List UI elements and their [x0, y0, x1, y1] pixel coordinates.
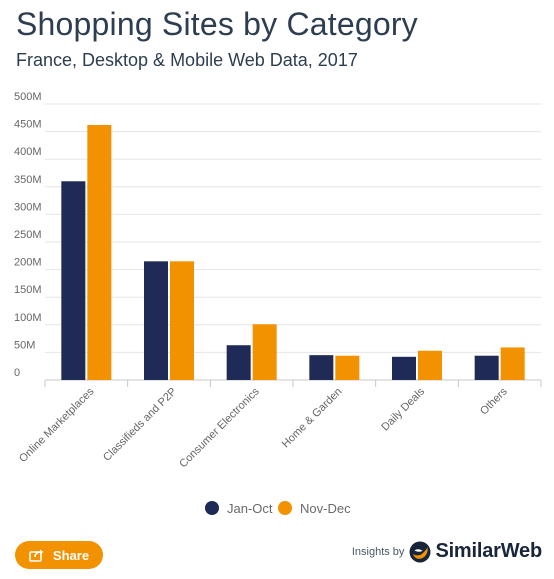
bar-home-garden-nov-dec	[335, 355, 360, 380]
share-button[interactable]: Share	[15, 541, 103, 569]
y-tick-label: 350M	[14, 174, 42, 186]
chart-legend: Jan-Oct Nov-Dec	[0, 497, 554, 519]
chart-subtitle: France, Desktop & Mobile Web Data, 2017	[16, 50, 358, 70]
y-tick-label: 500M	[14, 91, 42, 103]
legend-label-nov-dec: Nov-Dec	[300, 500, 351, 516]
legend-marker-nov-dec	[278, 501, 292, 515]
legend-item-nov-dec[interactable]: Nov-Dec	[278, 497, 351, 519]
share-label: Share	[52, 547, 90, 563]
bar-home-garden-jan-oct	[309, 355, 334, 380]
y-tick-label: 450M	[14, 119, 42, 131]
bar-consumer-electronics-nov-dec	[252, 324, 277, 380]
similarweb-logo-icon[interactable]	[409, 541, 431, 563]
legend-marker-jan-oct	[205, 501, 219, 515]
bar-others-nov-dec	[500, 347, 525, 380]
x-tick-label: Online Marketplaces	[17, 385, 97, 465]
legend-item-jan-oct[interactable]: Jan-Oct	[205, 497, 273, 519]
bar-daily-deals-nov-dec	[418, 350, 442, 380]
share-icon	[29, 549, 44, 562]
y-tick-label: 150M	[14, 284, 42, 296]
y-tick-label: 50M	[14, 339, 35, 351]
bar-consumer-electronics-jan-oct	[226, 345, 251, 380]
y-tick-label: 400M	[14, 146, 42, 158]
bar-online-marketplaces-jan-oct	[61, 181, 86, 380]
similarweb-wordmark[interactable]: SimilarWeb	[435, 540, 542, 562]
bar-daily-deals-jan-oct	[392, 356, 416, 380]
bar-online-marketplaces-nov-dec	[87, 124, 112, 380]
y-tick-label: 0	[14, 367, 20, 379]
y-tick-label: 200M	[14, 257, 42, 269]
x-tick-label: Consumer Electronics	[177, 385, 262, 470]
x-tick-label: Classifieds and P2P	[101, 386, 179, 464]
attribution: Insights by SimilarWeb	[352, 540, 542, 563]
bar-classifieds-and-p2p-jan-oct	[144, 261, 168, 380]
y-tick-label: 250M	[14, 229, 42, 241]
chart-title: Shopping Sites by Category	[16, 6, 418, 42]
y-tick-label: 300M	[14, 201, 42, 213]
bar-chart: 0 50M 100M 150M 200M 250M 300M 350M 400M 450M 500M…	[14, 91, 542, 470]
y-tick-label: 100M	[14, 312, 42, 324]
bar-others-jan-oct	[474, 355, 499, 380]
attribution-prefix: Insights by	[351, 545, 405, 558]
x-tick-label: Others	[478, 385, 510, 417]
bar-classifieds-and-p2p-nov-dec	[170, 261, 194, 380]
x-tick-label: Daily Deals	[379, 385, 427, 433]
legend-label-jan-oct: Jan-Oct	[227, 500, 273, 516]
x-tick-label: Home & Garden	[280, 386, 345, 451]
